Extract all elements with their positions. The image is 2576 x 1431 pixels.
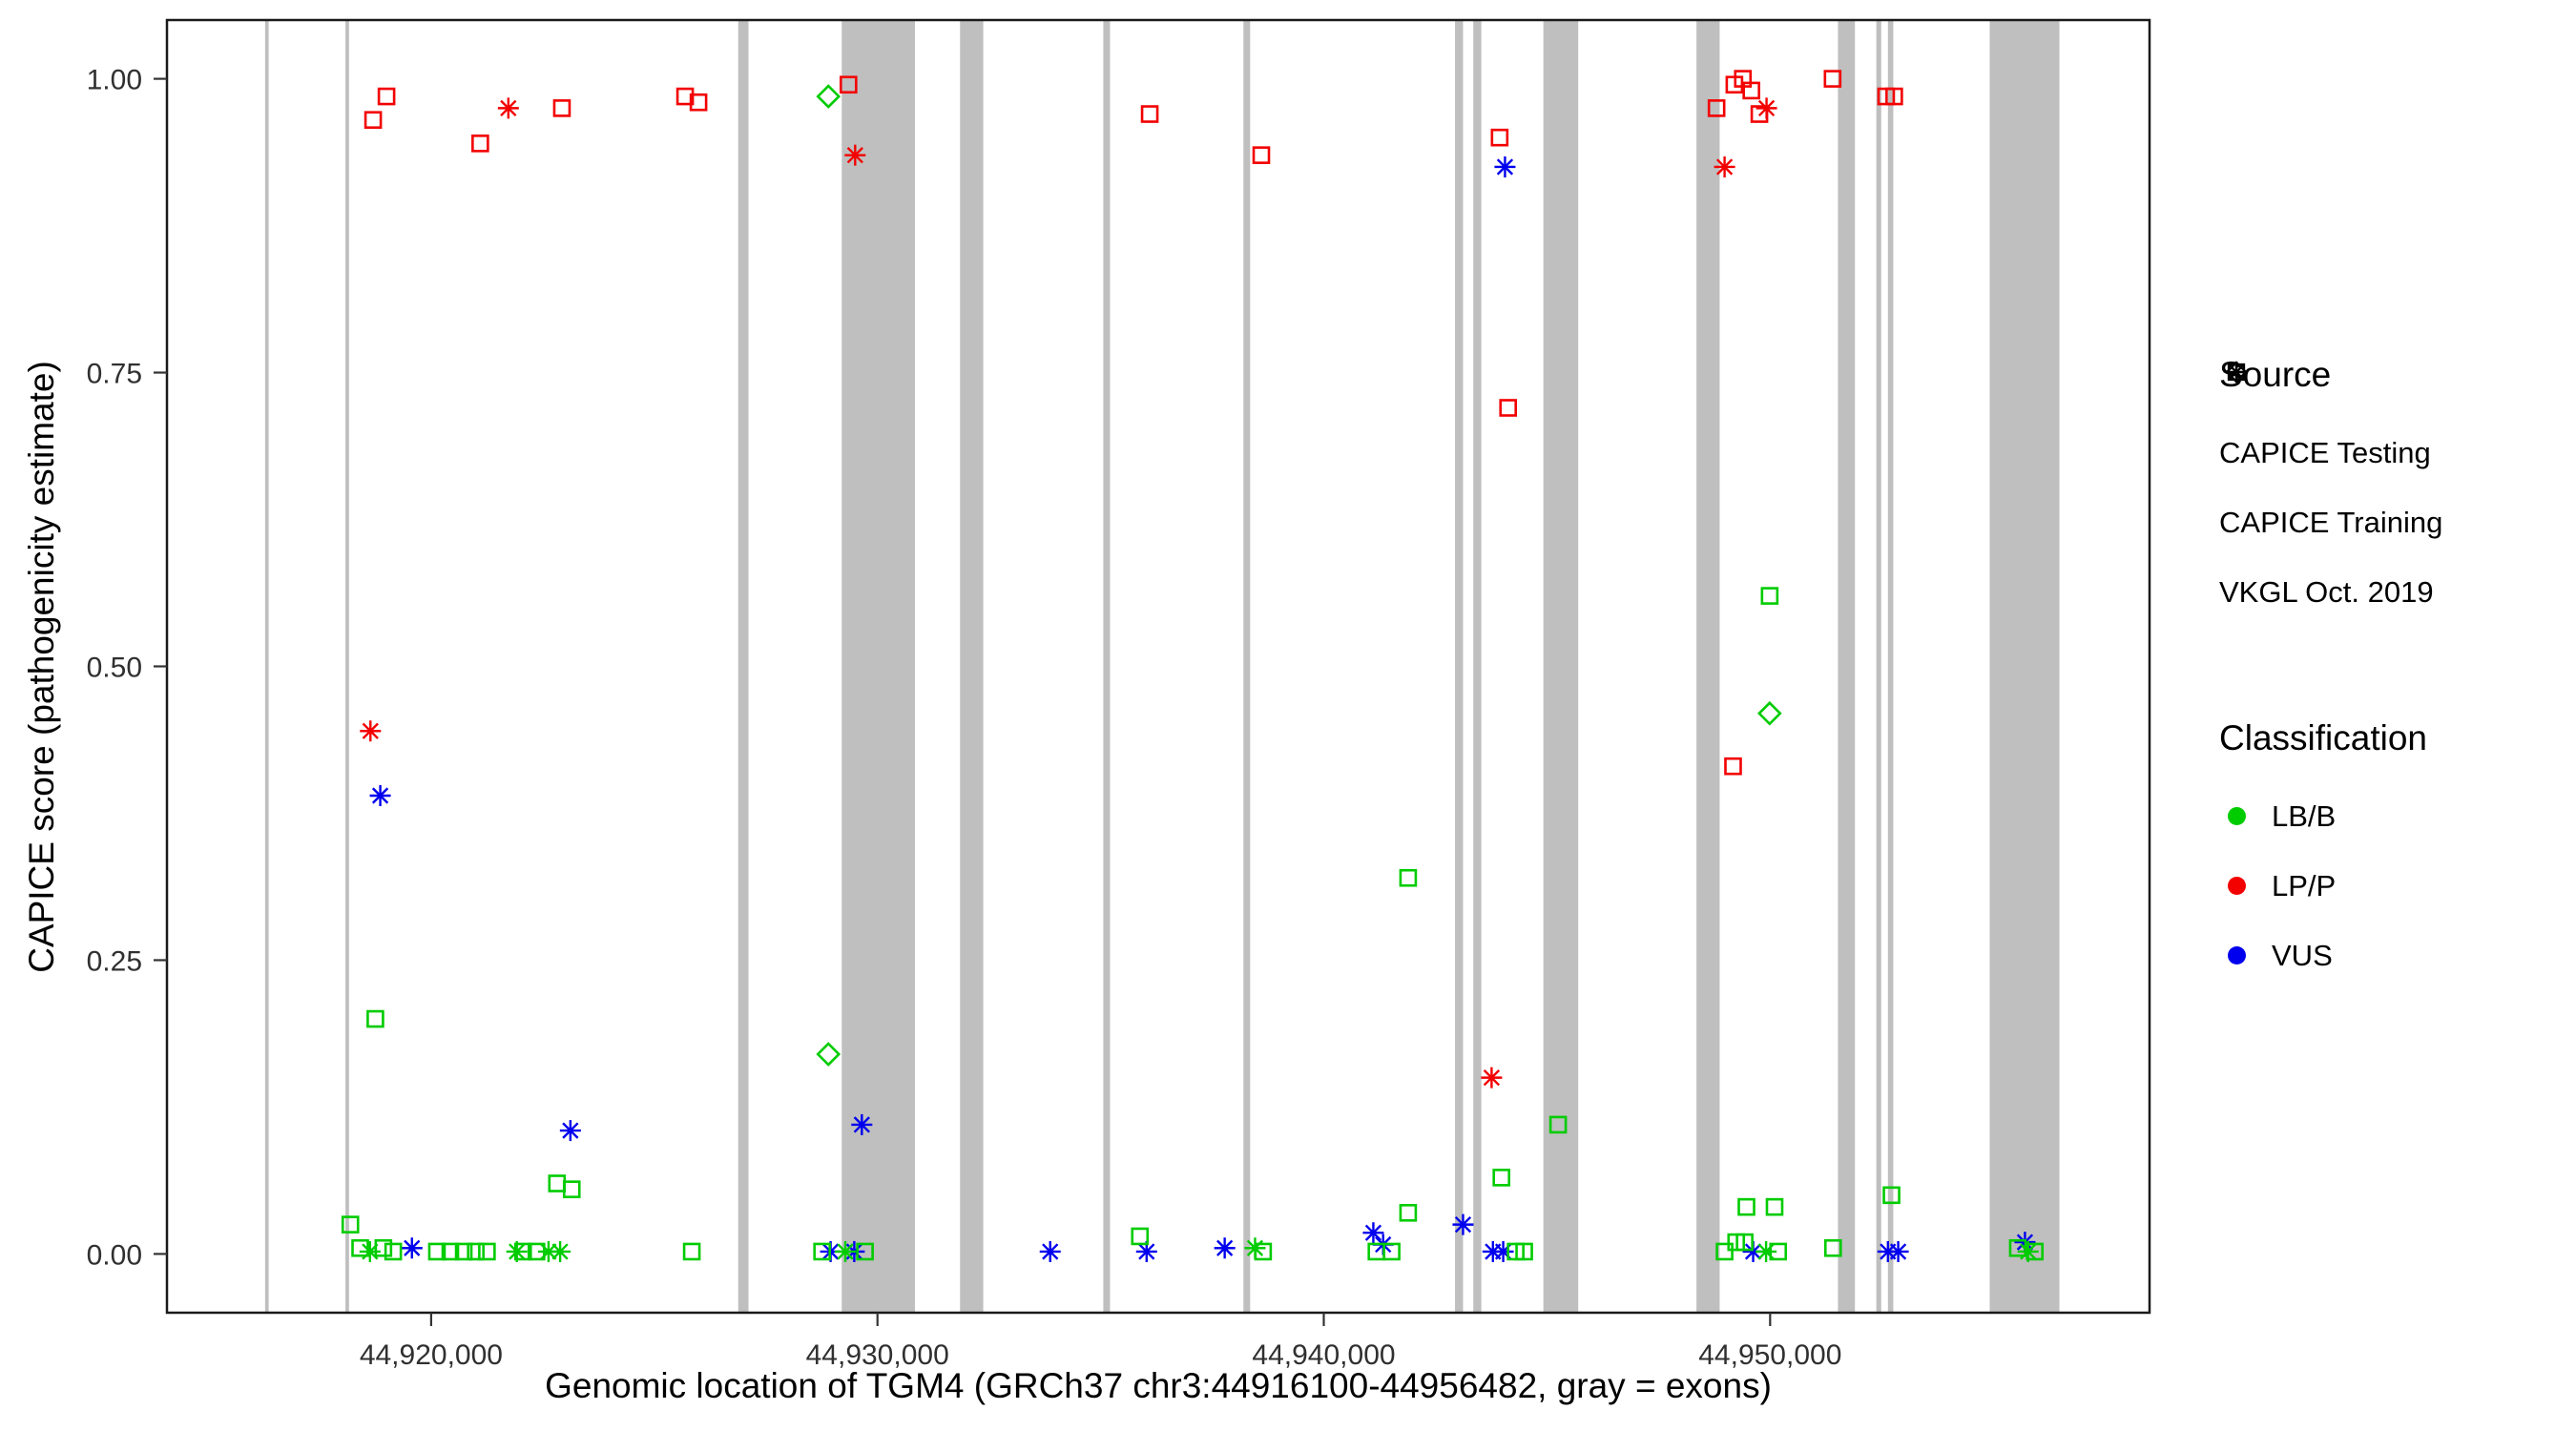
x-axis-title: Genomic location of TGM4 (GRCh37 chr3:44…: [545, 1366, 1772, 1405]
svg-text:0.00: 0.00: [87, 1239, 142, 1271]
svg-text:0.25: 0.25: [87, 945, 142, 977]
svg-text:44,920,000: 44,920,000: [360, 1339, 503, 1371]
legend-item-lbb: LB/B: [2219, 781, 2442, 851]
legend-item-vus: VUS: [2219, 921, 2442, 990]
asterisk-icon: [2226, 362, 2247, 383]
legend-item-label: CAPICE Testing: [2219, 435, 2431, 469]
svg-text:1.00: 1.00: [87, 65, 142, 96]
lbb-color-dot: [2228, 807, 2246, 825]
legend-item-capice-training: CAPICE Training: [2219, 363, 2443, 557]
svg-text:0.50: 0.50: [87, 653, 142, 684]
legend-item-label: VUS: [2272, 938, 2333, 972]
legend: Source CAPICE Testing CAPICE Training: [2219, 355, 2442, 990]
lpp-color-dot: [2228, 877, 2246, 895]
svg-text:44,930,000: 44,930,000: [806, 1339, 949, 1371]
legend-item-capice-testing: CAPICE Testing: [2219, 361, 2442, 487]
svg-text:44,950,000: 44,950,000: [1698, 1339, 1841, 1371]
y-axis-title: CAPICE score (pathogenicity estimate): [22, 361, 61, 973]
legend-item-label: LP/P: [2272, 868, 2337, 902]
legend-item-vkgl: VKGL Oct. 2019: [2219, 362, 2442, 627]
svg-text:0.75: 0.75: [87, 359, 142, 390]
legend-item-label: CAPICE Training: [2219, 505, 2443, 539]
vus-color-dot: [2228, 946, 2246, 964]
legend-item-lpp: LP/P: [2219, 851, 2442, 921]
legend-classification-title: Classification: [2219, 718, 2427, 757]
legend-item-label: LB/B: [2272, 798, 2337, 833]
svg-text:44,940,000: 44,940,000: [1252, 1339, 1395, 1371]
legend-item-label: VKGL Oct. 2019: [2219, 574, 2434, 609]
